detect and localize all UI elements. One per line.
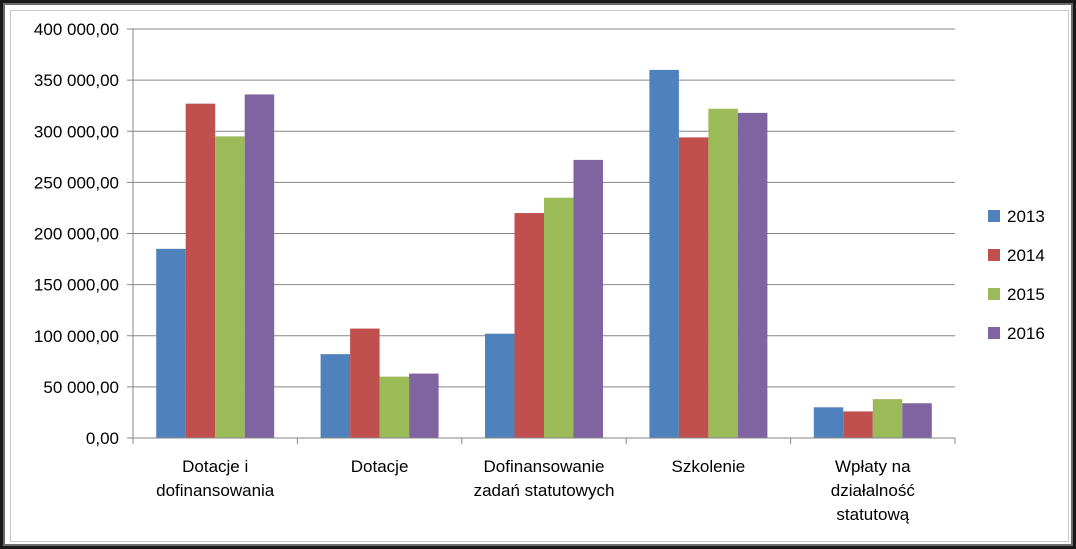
x-category-label: Dotacje i <box>182 457 248 476</box>
x-category-label: Wpłaty na <box>835 457 911 476</box>
bar-2014 <box>350 328 380 438</box>
bar-2014 <box>843 411 873 438</box>
bar-2015 <box>872 399 903 438</box>
x-category-label: Dofinansowanie <box>484 457 605 476</box>
legend-label: 2014 <box>1007 246 1045 265</box>
bar-2016 <box>409 373 439 438</box>
bar-2015 <box>708 108 738 438</box>
x-category-label: zadań statutowych <box>474 481 615 500</box>
legend-swatch-2013 <box>988 210 1000 222</box>
y-tick-label: 150 000,00 <box>34 276 119 295</box>
legend-swatch-2014 <box>988 249 1000 261</box>
x-category-label: Dotacje <box>351 457 409 476</box>
bar-2016 <box>573 159 603 438</box>
bar-2014 <box>678 137 709 438</box>
bar-2013 <box>649 69 679 439</box>
x-category-label: dofinansowania <box>156 481 275 500</box>
bar-2016 <box>737 112 768 438</box>
legend-swatch-2016 <box>988 327 1000 339</box>
bar-2015 <box>379 376 410 438</box>
axes <box>127 28 956 444</box>
legend: 2013 2014 2015 2016 <box>988 207 1045 343</box>
x-category-label: działalność <box>831 481 916 500</box>
bar-2014 <box>185 103 216 438</box>
bar-2013 <box>320 354 351 438</box>
bar-2013 <box>813 407 844 438</box>
bar-2013 <box>156 248 186 438</box>
bar-2016 <box>902 403 932 438</box>
bar-2013 <box>485 333 515 438</box>
bar-2015 <box>215 136 245 439</box>
bar-2016 <box>244 94 275 438</box>
bar-2014 <box>514 213 544 438</box>
y-tick-label: 100 000,00 <box>34 327 119 346</box>
y-tick-label: 300 000,00 <box>34 122 119 141</box>
bars <box>156 69 932 439</box>
legend-label: 2013 <box>1007 207 1045 226</box>
y-tick-label: 200 000,00 <box>34 225 119 244</box>
y-tick-label: 350 000,00 <box>34 71 119 90</box>
x-category-label: Szkolenie <box>672 457 746 476</box>
legend-label: 2015 <box>1007 285 1045 304</box>
y-tick-label: 50 000,00 <box>43 378 119 397</box>
y-tick-label: 0,00 <box>86 429 119 448</box>
y-axis-tick-labels: 0,00 50 000,00 100 000,00 150 000,00 200 000… <box>34 20 119 448</box>
legend-swatch-2015 <box>988 288 1000 300</box>
y-tick-label: 400 000,00 <box>34 20 119 39</box>
bar-2015 <box>544 197 574 438</box>
x-axis-category-labels: Dotacje i dofinansowania Dotacje Dofinansow… <box>156 457 915 524</box>
legend-label: 2016 <box>1007 324 1045 343</box>
x-category-label: statutową <box>836 505 909 524</box>
y-tick-label: 250 000,00 <box>34 173 119 192</box>
